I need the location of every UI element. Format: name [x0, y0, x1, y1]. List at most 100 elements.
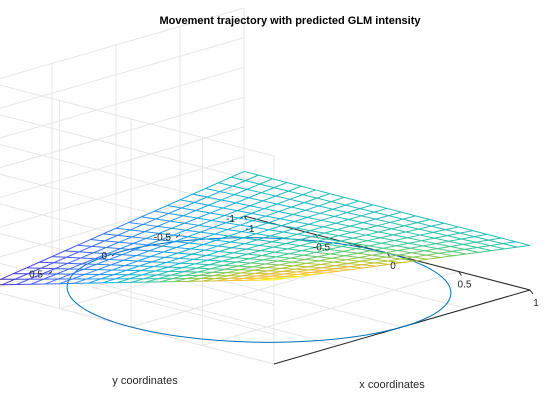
mesh-column-segment — [337, 269, 351, 272]
mesh-column-segment — [29, 273, 43, 280]
mesh-row-segment — [213, 226, 228, 231]
mesh-row-segment — [177, 252, 193, 255]
mesh-column-segment — [374, 207, 388, 213]
mesh-row-segment — [362, 264, 377, 267]
mesh-row-segment — [370, 250, 385, 254]
back-wall-grid-line — [0, 144, 275, 216]
mesh-column-segment — [273, 277, 287, 281]
mesh-row-segment — [231, 176, 246, 182]
left-wall-grid-line — [0, 126, 245, 198]
mesh-row-segment — [246, 248, 261, 252]
mesh-row-segment — [288, 190, 303, 196]
mesh-column-segment — [324, 229, 338, 234]
mesh-row-segment — [173, 234, 188, 238]
mesh-row-segment — [217, 245, 232, 249]
mesh-row-segment — [176, 247, 191, 250]
mesh-row-segment — [236, 261, 251, 264]
mesh-column-segment — [298, 236, 312, 241]
mesh-column-segment — [107, 248, 121, 255]
mesh-row-segment — [304, 202, 319, 207]
mesh-column-segment — [491, 248, 505, 252]
mesh-row-segment — [210, 268, 226, 270]
mesh-row-segment — [265, 215, 281, 220]
mesh-row-segment — [171, 227, 187, 231]
left-wall-grid-line — [0, 185, 245, 258]
mesh-row-segment — [298, 239, 314, 243]
mesh-row-segment — [280, 267, 296, 270]
mesh-column-segment — [290, 254, 304, 259]
mesh-column-segment — [285, 239, 300, 245]
mesh-column-segment — [196, 264, 210, 269]
mesh-column-segment — [312, 272, 326, 276]
mesh-row-segment — [198, 224, 214, 228]
mesh-row-segment — [209, 264, 224, 266]
mesh-column-segment — [334, 262, 348, 267]
mesh-column-segment — [421, 237, 435, 242]
mesh-row-segment — [220, 256, 235, 259]
mesh-row-segment — [194, 202, 209, 206]
mesh-column-segment — [193, 254, 207, 260]
mesh-column-segment — [360, 258, 374, 262]
mesh-column-segment — [318, 201, 332, 207]
mesh-column-segment — [244, 239, 258, 245]
mesh-column-segment — [333, 259, 347, 263]
left-wall-grid-line — [0, 7, 245, 80]
mesh-row-segment — [450, 246, 465, 250]
mesh-row-segment — [284, 237, 299, 241]
mesh-column-segment — [427, 257, 441, 260]
mesh-column-segment — [43, 273, 57, 280]
mesh-column-segment — [286, 275, 300, 279]
mesh-column-segment — [172, 274, 186, 280]
mesh-column-segment — [145, 232, 160, 239]
mesh-column-segment — [246, 244, 260, 250]
mesh-column-segment — [225, 217, 239, 224]
mesh-column-segment — [375, 215, 389, 220]
mesh-row-segment — [451, 250, 467, 255]
mesh-column-segment — [272, 275, 286, 279]
mesh-row-segment — [302, 194, 318, 199]
mesh-column-segment — [365, 231, 379, 236]
mesh-column-segment — [384, 250, 398, 254]
mesh-row-segment — [182, 267, 197, 269]
axes-grid — [0, 7, 531, 365]
mesh-row-segment — [91, 245, 107, 248]
mesh-column-segment — [362, 262, 375, 266]
mesh-row-segment — [461, 238, 476, 243]
mesh-column-segment — [359, 254, 372, 258]
mesh-row-segment — [357, 252, 372, 256]
mesh-column-segment — [368, 242, 382, 247]
mesh-column-segment — [270, 231, 284, 237]
mesh-row-segment — [164, 256, 180, 259]
mesh-column-segment — [346, 208, 361, 214]
mesh-column-segment — [363, 265, 377, 269]
mesh-row-segment — [438, 252, 454, 257]
mesh-column-segment — [184, 217, 198, 224]
mesh-row-segment — [353, 237, 368, 242]
mesh-row-segment — [246, 188, 262, 194]
mesh-row-segment — [191, 253, 207, 256]
mesh-column-segment — [316, 248, 330, 253]
mesh-row-segment — [146, 237, 161, 241]
mesh-column-segment — [81, 258, 96, 265]
mesh-column-segment — [67, 257, 81, 264]
mesh-row-segment — [248, 197, 263, 202]
mesh-column-segment — [320, 261, 334, 265]
mesh-row-segment — [225, 222, 241, 226]
mesh-row-segment — [196, 267, 211, 270]
mesh-row-segment — [405, 231, 421, 236]
mesh-column-segment — [129, 274, 143, 280]
mesh-column-segment — [301, 247, 315, 252]
mesh-row-segment — [426, 254, 441, 258]
mesh-row-segment — [360, 260, 375, 264]
mesh-row-segment — [380, 237, 395, 241]
mesh-row-segment — [391, 228, 406, 233]
mesh-row-segment — [271, 241, 287, 245]
mesh-column-segment — [144, 225, 158, 233]
mesh-row-segment — [404, 225, 419, 230]
mesh-column-segment — [154, 266, 169, 272]
mesh-column-segment — [130, 278, 144, 283]
mesh-row-segment — [131, 236, 147, 239]
mesh-column-segment — [194, 259, 208, 265]
trajectory-circle — [66, 237, 452, 343]
mesh-column-segment — [453, 253, 467, 257]
